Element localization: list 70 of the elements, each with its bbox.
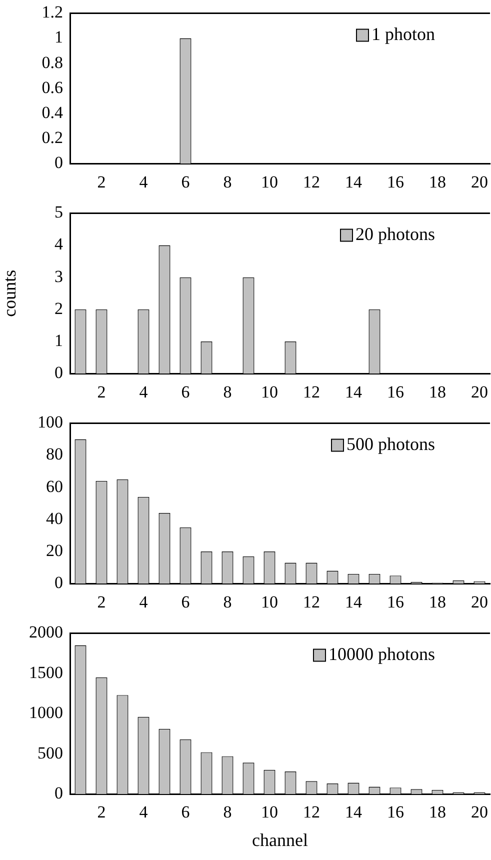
y-tick-label: 1 xyxy=(54,330,63,350)
y-tick-label: 1500 xyxy=(29,662,63,682)
x-tick-label: 14 xyxy=(345,802,362,822)
y-tick-label: 0.6 xyxy=(42,78,63,97)
x-tick-label: 20 xyxy=(471,802,488,822)
y-tick-label: 0.8 xyxy=(42,52,63,72)
y-tick-label: 0.4 xyxy=(42,102,64,122)
x-tick-label: 20 xyxy=(471,592,488,612)
x-tick-label: 14 xyxy=(345,172,362,192)
y-tick-label: 4 xyxy=(54,234,64,254)
x-tick-label: 16 xyxy=(387,382,404,402)
x-tick-label: 2 xyxy=(97,802,106,822)
x-tick-label: 18 xyxy=(429,592,446,612)
y-tick-label: 1.2 xyxy=(42,2,63,22)
x-tick-label: 8 xyxy=(223,802,232,822)
y-tick-label: 80 xyxy=(46,444,63,464)
x-tick-label: 16 xyxy=(387,172,404,192)
x-tick-label: 6 xyxy=(181,802,190,822)
x-tick-label: 4 xyxy=(139,592,148,612)
x-tick-label: 12 xyxy=(303,592,320,612)
x-tick-label: 12 xyxy=(303,172,320,192)
y-axis-title: counts xyxy=(0,270,20,317)
y-tick-label: 500 xyxy=(38,743,63,762)
legend-label: 10000 photons xyxy=(328,644,436,664)
y-tick-label: 100 xyxy=(38,412,63,432)
x-tick-label: 4 xyxy=(139,172,148,192)
y-tick-label: 1000 xyxy=(29,703,63,722)
y-tick-label: 60 xyxy=(46,476,63,496)
x-tick-label: 18 xyxy=(429,382,446,402)
x-tick-label: 6 xyxy=(181,592,190,612)
x-tick-label: 18 xyxy=(429,172,446,192)
y-tick-label: 2 xyxy=(54,298,63,318)
x-tick-label: 10 xyxy=(261,802,278,822)
y-tick-label: 1 xyxy=(54,28,63,47)
y-tick-label: 0 xyxy=(54,573,63,592)
y-tick-label: 20 xyxy=(46,540,63,560)
x-tick-label: 16 xyxy=(387,802,404,822)
y-tick-label: 0 xyxy=(54,783,63,802)
x-tick-label: 4 xyxy=(139,382,148,402)
x-tick-label: 8 xyxy=(223,382,232,402)
y-tick-label: 2000 xyxy=(29,622,63,642)
x-tick-label: 14 xyxy=(345,592,362,612)
x-tick-label: 6 xyxy=(181,172,190,192)
x-tick-label: 14 xyxy=(345,382,362,402)
x-tick-label: 8 xyxy=(223,592,232,612)
x-tick-label: 10 xyxy=(261,382,278,402)
y-tick-label: 5 xyxy=(54,202,63,222)
x-tick-label: 10 xyxy=(261,592,278,612)
legend-label: 500 photons xyxy=(346,434,436,454)
x-tick-label: 2 xyxy=(97,592,106,612)
x-tick-label: 2 xyxy=(97,172,106,192)
y-tick-label: 0 xyxy=(54,153,63,172)
x-tick-label: 12 xyxy=(303,382,320,402)
y-tick-label: 0 xyxy=(54,363,63,382)
x-tick-label: 4 xyxy=(139,802,148,822)
x-tick-label: 8 xyxy=(223,172,232,192)
x-tick-label: 20 xyxy=(471,382,488,402)
legend-label: 1 photon xyxy=(372,24,436,44)
x-tick-label: 10 xyxy=(261,172,278,192)
x-tick-label: 16 xyxy=(387,592,404,612)
x-tick-label: 6 xyxy=(181,382,190,402)
y-tick-label: 0.2 xyxy=(42,128,63,147)
x-tick-label: 18 xyxy=(429,802,446,822)
x-tick-label: 12 xyxy=(303,802,320,822)
x-tick-label: 20 xyxy=(471,172,488,192)
x-axis-title: channel xyxy=(252,830,308,850)
legend-label: 20 photons xyxy=(355,224,436,244)
y-tick-label: 40 xyxy=(46,508,63,528)
y-tick-label: 3 xyxy=(54,266,63,286)
x-tick-label: 2 xyxy=(97,382,106,402)
